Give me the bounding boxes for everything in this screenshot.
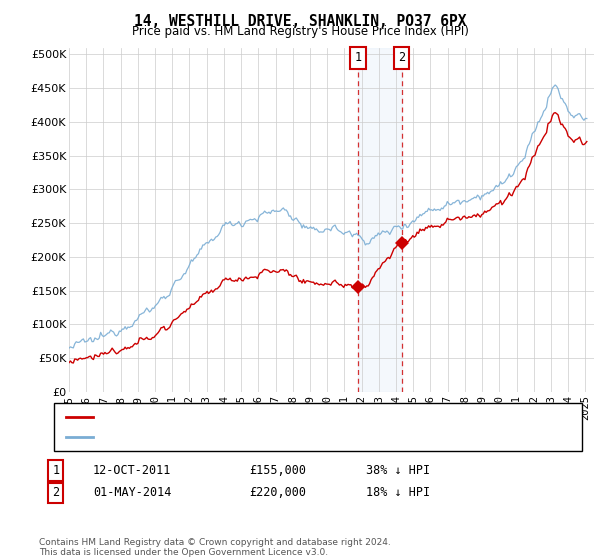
Text: 18% ↓ HPI: 18% ↓ HPI <box>366 486 430 500</box>
Text: Price paid vs. HM Land Registry's House Price Index (HPI): Price paid vs. HM Land Registry's House … <box>131 25 469 38</box>
Text: 14, WESTHILL DRIVE, SHANKLIN, PO37 6PX (detached house): 14, WESTHILL DRIVE, SHANKLIN, PO37 6PX (… <box>99 412 457 422</box>
Text: 2: 2 <box>52 486 59 500</box>
Text: 1: 1 <box>52 464 59 477</box>
Text: 2: 2 <box>398 52 405 64</box>
Text: Contains HM Land Registry data © Crown copyright and database right 2024.
This d: Contains HM Land Registry data © Crown c… <box>39 538 391 557</box>
Text: 01-MAY-2014: 01-MAY-2014 <box>93 486 172 500</box>
Text: 1: 1 <box>355 52 362 64</box>
Text: 12-OCT-2011: 12-OCT-2011 <box>93 464 172 477</box>
Text: £220,000: £220,000 <box>249 486 306 500</box>
Text: 38% ↓ HPI: 38% ↓ HPI <box>366 464 430 477</box>
Text: 14, WESTHILL DRIVE, SHANKLIN, PO37 6PX: 14, WESTHILL DRIVE, SHANKLIN, PO37 6PX <box>134 14 466 29</box>
Bar <box>358 48 402 392</box>
Text: £155,000: £155,000 <box>249 464 306 477</box>
Text: HPI: Average price, detached house, Isle of Wight: HPI: Average price, detached house, Isle… <box>99 432 418 442</box>
